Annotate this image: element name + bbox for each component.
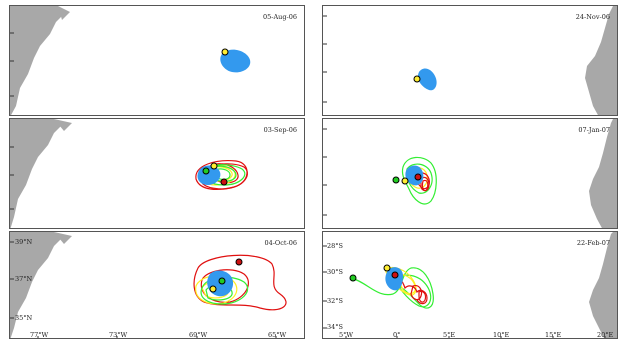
panel-date: 05-Aug-06 xyxy=(263,13,297,21)
lat-label: 35°N xyxy=(15,314,33,322)
coastline-land xyxy=(10,6,64,115)
map-panel-south-feb07: 22-Feb-07 28°S 30°S 32°S 34°S 5°W 0° 5°E… xyxy=(322,231,618,339)
coastline-land xyxy=(589,232,617,338)
eddy-center-marker xyxy=(209,285,217,293)
eddy-center-marker xyxy=(413,75,421,83)
lon-label: 73°W xyxy=(109,331,128,339)
map-canvas xyxy=(10,6,251,115)
map-panel-west-sep06: 03-Sep-06 xyxy=(9,118,305,229)
eddy-shape xyxy=(417,68,437,91)
lon-label: 5°E xyxy=(443,331,456,339)
eddy-center-marker xyxy=(392,176,400,184)
panel-date: 07-Jan-07 xyxy=(578,126,610,134)
coastline-land xyxy=(10,119,62,228)
eddy-center-marker xyxy=(401,177,409,185)
lat-tick-marks xyxy=(10,32,14,97)
lon-label: 0° xyxy=(393,331,401,339)
map-canvas xyxy=(323,232,617,338)
eddy-center-marker xyxy=(221,48,229,56)
panel-date: 03-Sep-06 xyxy=(263,126,297,134)
map-panel-west-aug06: 05-Aug-06 xyxy=(9,5,305,116)
panel-date: 24-Nov-06 xyxy=(575,13,610,21)
lat-label: 34°S xyxy=(327,323,343,331)
panel-date: 22-Feb-07 xyxy=(576,239,610,247)
eddy-center-marker xyxy=(391,271,399,279)
lat-label: 37°N xyxy=(15,275,33,283)
map-panel-south-nov06: 24-Nov-06 xyxy=(322,5,618,116)
eddy-center-marker xyxy=(220,178,228,186)
map-canvas xyxy=(10,119,248,228)
lat-tick-marks xyxy=(323,128,327,216)
eddy-center-marker xyxy=(235,258,243,266)
map-panel-west-oct06: 04-Oct-06 39°N 37°N 35°N 77°W 73°W 69°W … xyxy=(9,231,305,339)
lat-label: 32°S xyxy=(327,297,343,305)
lat-label: 28°S xyxy=(327,242,343,250)
eddy-center-marker xyxy=(218,277,226,285)
eddy-shape xyxy=(220,49,251,73)
lon-label: 15°E xyxy=(545,331,562,339)
lon-label: 77°W xyxy=(30,331,49,339)
coastline-land xyxy=(58,6,70,20)
map-canvas xyxy=(323,6,617,115)
coastline-land xyxy=(54,232,72,244)
coastline-land xyxy=(54,119,72,131)
lon-label: 65°W xyxy=(268,331,287,339)
eddy-shape xyxy=(405,165,424,186)
lat-tick-marks xyxy=(323,15,327,103)
lat-label: 30°S xyxy=(327,268,343,276)
coastline-land xyxy=(10,232,62,338)
lon-label: 69°W xyxy=(189,331,208,339)
eddy-center-marker xyxy=(210,162,218,170)
map-canvas xyxy=(10,232,287,338)
panel-date: 04-Oct-06 xyxy=(264,239,297,247)
eddy-shape xyxy=(385,267,403,291)
eddy-center-marker xyxy=(349,274,357,282)
map-panel-south-jan07: 07-Jan-07 xyxy=(322,118,618,229)
axis-tick-marks xyxy=(10,241,277,338)
coastline-land xyxy=(589,119,617,228)
eddy-shape xyxy=(197,165,221,185)
lon-label: 10°E xyxy=(493,331,510,339)
lat-tick-marks xyxy=(10,146,14,210)
eddy-center-marker xyxy=(383,264,391,272)
axis-tick-marks xyxy=(323,245,606,338)
coastline-land xyxy=(585,6,617,115)
lon-label: 20°E xyxy=(597,331,614,339)
eddy-center-marker xyxy=(414,173,422,181)
eddy-center-marker xyxy=(202,167,210,175)
lat-label: 39°N xyxy=(15,238,33,246)
map-canvas xyxy=(323,119,617,228)
lon-label: 5°W xyxy=(339,331,354,339)
